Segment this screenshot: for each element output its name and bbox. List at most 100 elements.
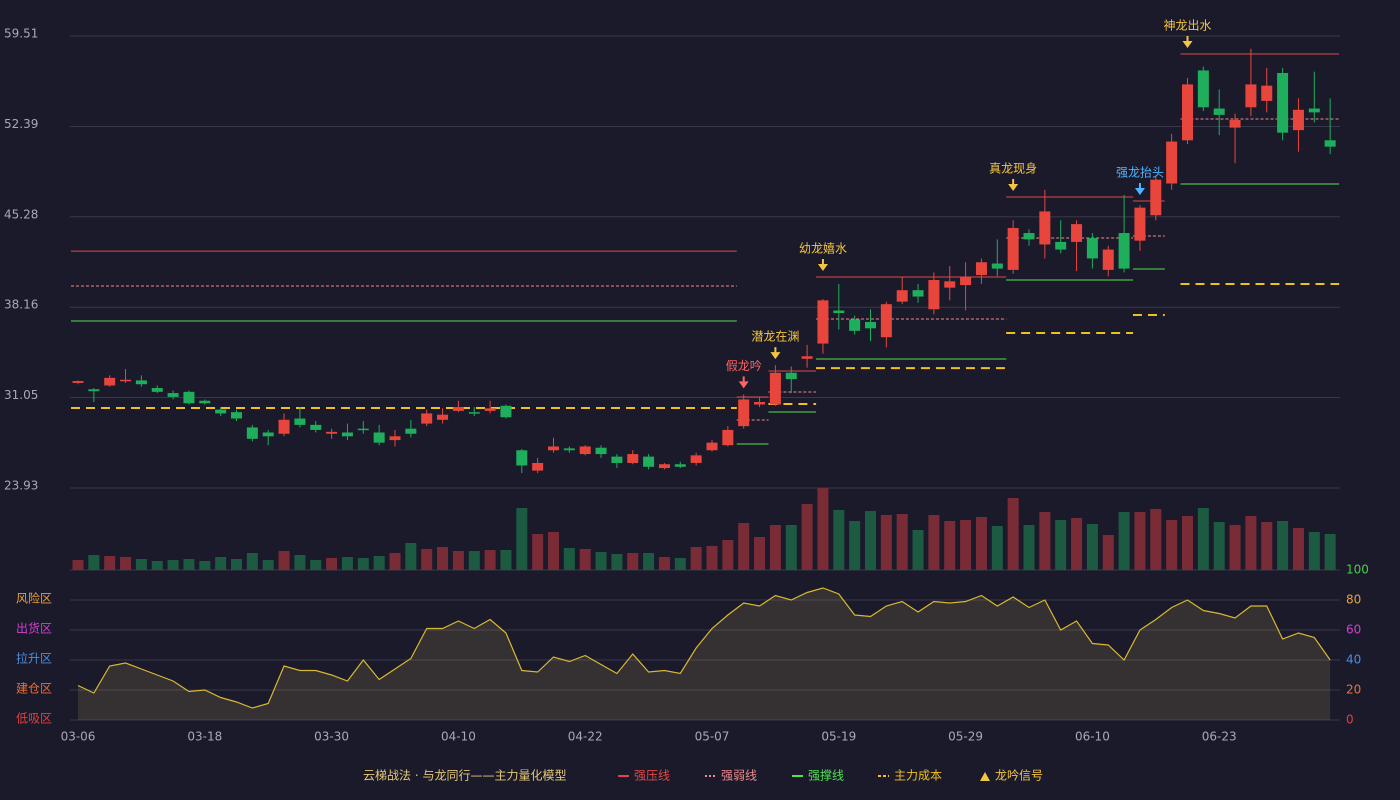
candle-body xyxy=(1308,108,1320,113)
legend-title: 云梯战法 · 与龙同行——主力量化模型 xyxy=(363,769,566,783)
volume-bar xyxy=(880,515,892,570)
volume-bar xyxy=(1261,522,1273,570)
volume-bar xyxy=(120,557,132,570)
signal-label: 神龙出水 xyxy=(1163,19,1211,33)
signal-label: 假龙吟 xyxy=(726,358,762,373)
candle-body xyxy=(865,321,876,329)
signal-arrow xyxy=(1134,188,1145,196)
y2-tick-label: 100 xyxy=(1346,563,1369,577)
volume-bar xyxy=(548,532,559,570)
candle-body xyxy=(1055,241,1067,250)
volume-bar xyxy=(785,525,797,570)
zone-label: 建仓区 xyxy=(16,682,52,696)
volume-bar xyxy=(690,547,702,570)
volume-bar xyxy=(72,560,84,570)
y-tick-label: 31.05 xyxy=(4,388,38,402)
x-tick-label: 06-23 xyxy=(1202,730,1237,744)
zone-label: 风险区 xyxy=(16,591,52,606)
x-tick-label: 04-22 xyxy=(568,730,603,744)
volume-bar xyxy=(833,510,845,570)
candle-body xyxy=(643,456,655,467)
volume-bar xyxy=(294,555,306,570)
candle-body xyxy=(135,380,147,385)
volume-bar xyxy=(373,556,385,570)
candle-body xyxy=(405,428,417,434)
x-tick-label: 06-10 xyxy=(1075,730,1110,744)
candle-body xyxy=(817,300,829,344)
candle-body xyxy=(627,454,639,463)
legend-label: 主力成本 xyxy=(894,769,942,783)
candle-body xyxy=(801,356,813,359)
volume-bar xyxy=(896,514,908,570)
oscillator-area xyxy=(78,588,1331,720)
volume-bar xyxy=(1150,509,1162,570)
volume-bar xyxy=(722,540,734,570)
legend-label: 强弱线 xyxy=(721,769,757,783)
volume-bar xyxy=(1292,528,1304,570)
volume-bar xyxy=(1023,525,1035,570)
candle-body xyxy=(357,428,369,431)
signal-label: 强龙抬头 xyxy=(1116,166,1164,180)
candle-body xyxy=(611,456,623,463)
x-tick-label: 05-07 xyxy=(695,730,730,744)
candle-body xyxy=(738,399,750,427)
candle-body xyxy=(912,290,924,297)
candle-body xyxy=(532,462,544,471)
volume-bar xyxy=(1166,520,1178,570)
candle-body xyxy=(468,412,480,414)
y2-tick-label: 0 xyxy=(1346,713,1354,727)
candle-body xyxy=(183,391,195,404)
volume-bar xyxy=(1182,516,1193,570)
candle-body xyxy=(706,442,718,451)
volume-bar xyxy=(183,559,195,570)
candle-body xyxy=(833,310,845,314)
candle-body xyxy=(1118,233,1130,269)
volume-bar xyxy=(674,558,686,570)
volume-bar xyxy=(135,559,147,570)
volume-bar xyxy=(231,559,242,570)
zone-label: 低吸区 xyxy=(16,712,52,726)
volume-bar xyxy=(769,525,781,570)
candle-body xyxy=(341,432,353,437)
candle-body xyxy=(484,408,496,411)
candle-body xyxy=(326,431,338,434)
volume-bar xyxy=(595,552,607,570)
volume-bar xyxy=(104,556,116,570)
candle-body xyxy=(928,280,940,310)
candle-body xyxy=(500,405,512,418)
zone-label: 拉升区 xyxy=(16,651,52,666)
candle-body xyxy=(151,388,163,392)
volume-bar xyxy=(310,560,322,570)
volume-bar xyxy=(357,558,369,570)
candle-body xyxy=(1229,119,1241,128)
candle-body xyxy=(120,379,132,382)
oscillator-line xyxy=(77,587,1331,709)
y-tick-label: 52.39 xyxy=(4,117,38,131)
candle-body xyxy=(579,446,591,455)
candle-body xyxy=(1134,207,1146,241)
volume-bar xyxy=(167,560,179,570)
volume-bar xyxy=(1245,516,1257,570)
y2-tick-label: 80 xyxy=(1346,593,1361,607)
y2-tick-label: 60 xyxy=(1346,623,1361,637)
volume-bar xyxy=(341,557,353,570)
candle-body xyxy=(215,409,227,414)
candle-body xyxy=(690,455,702,463)
candle-body xyxy=(421,413,433,424)
candle-body xyxy=(658,464,670,469)
candle-body xyxy=(849,319,861,331)
volume-bar xyxy=(421,549,433,570)
legend-label: 龙吟信号 xyxy=(995,768,1043,783)
candle-body xyxy=(563,448,575,451)
candle-body xyxy=(1102,249,1114,270)
signal-arrow xyxy=(1008,183,1019,191)
candle-body xyxy=(1039,211,1051,245)
y-tick-label: 59.51 xyxy=(4,27,38,41)
zone-label: 出货区 xyxy=(16,621,52,636)
signal-label: 潜龙在渊 xyxy=(751,330,799,344)
candle-body xyxy=(991,263,1003,269)
y2-tick-label: 40 xyxy=(1346,653,1361,667)
candle-body xyxy=(960,277,972,286)
volume-bar xyxy=(1039,512,1051,570)
